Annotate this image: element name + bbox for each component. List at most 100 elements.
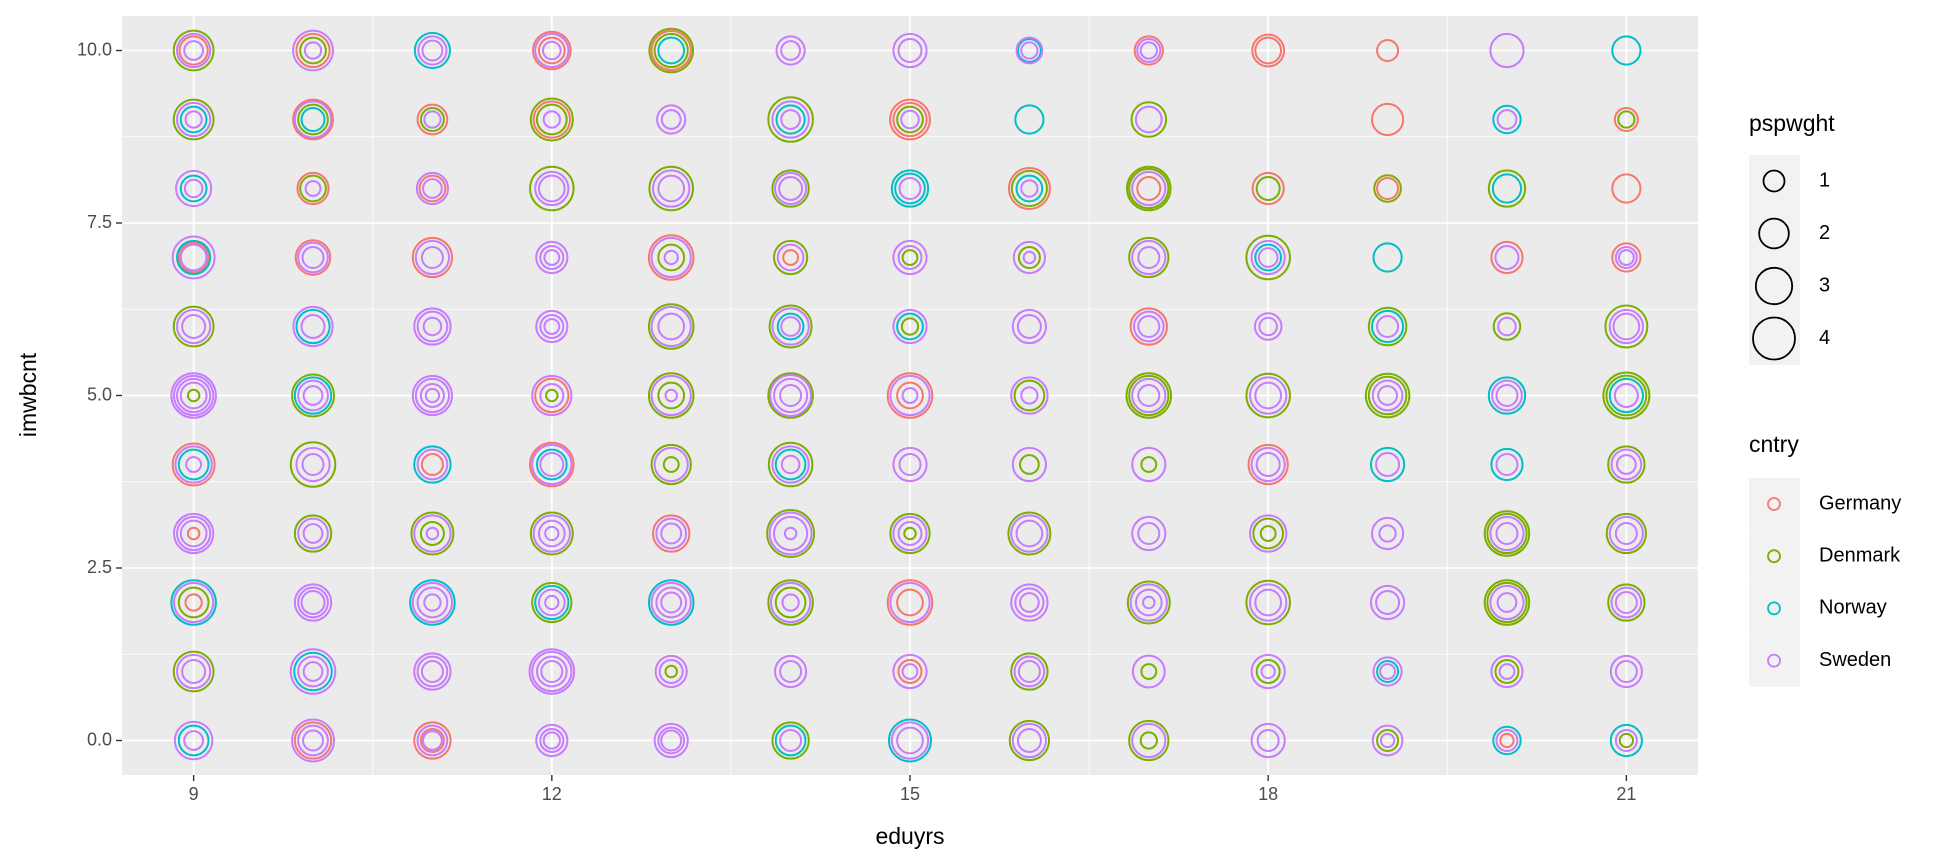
bubble (1245, 579, 1291, 626)
bubble (1483, 510, 1531, 557)
bubble (171, 235, 216, 280)
bubble (886, 372, 934, 419)
bubble (1255, 451, 1281, 478)
bubble (539, 382, 565, 409)
bubble (176, 308, 212, 345)
bubble (1259, 525, 1277, 542)
bubble (890, 169, 930, 208)
bubble (776, 312, 805, 341)
bubble (413, 307, 452, 346)
bubble (1136, 175, 1162, 202)
bubble (1129, 307, 1168, 346)
bubble (1250, 446, 1286, 483)
bubble (896, 105, 924, 134)
bubble (413, 721, 452, 760)
bubble (650, 305, 692, 348)
bubble (1022, 250, 1037, 265)
bubble (1496, 592, 1518, 613)
bubble (783, 526, 798, 541)
bubble (775, 35, 806, 66)
bubble (653, 446, 689, 483)
x-tick-label: 15 (900, 784, 920, 804)
bubble (1609, 723, 1643, 758)
bubble (897, 658, 923, 685)
bubble (660, 729, 683, 752)
bubble (771, 307, 810, 346)
legend-color-key (1767, 601, 1781, 616)
bubble (1007, 167, 1051, 210)
bubble (297, 379, 329, 412)
bubble (1611, 173, 1642, 204)
bubble (419, 382, 445, 409)
bubble (1498, 663, 1516, 680)
bubble (532, 100, 572, 139)
bubble (1126, 580, 1171, 625)
bubble (901, 663, 919, 680)
bubble (774, 654, 808, 689)
bubble (1247, 443, 1289, 486)
bubble (537, 519, 566, 548)
bubble (897, 520, 923, 547)
bubble (535, 240, 569, 275)
bubble (420, 246, 444, 269)
legend-size-key (1752, 316, 1796, 361)
bubble (179, 519, 208, 548)
bubble (1254, 381, 1283, 410)
bubble (296, 171, 330, 206)
bubble (295, 32, 331, 69)
bubble (1614, 246, 1638, 269)
y-tick-label: 7.5 (87, 212, 112, 232)
bubble (1376, 729, 1400, 752)
bubble (771, 100, 810, 139)
bubble (1137, 522, 1161, 545)
bubble (176, 377, 212, 414)
bubble (1129, 583, 1168, 622)
bubble (1376, 660, 1400, 683)
bubble (173, 720, 214, 761)
bubble (300, 106, 326, 133)
bubble (1250, 722, 1286, 759)
bubble (186, 526, 201, 541)
legend-key (1749, 207, 1800, 260)
bubble (779, 384, 803, 407)
bubble (1487, 376, 1527, 415)
bubble (1128, 236, 1170, 279)
bubble (889, 374, 931, 417)
legend-color-key (1767, 549, 1781, 564)
bubble (892, 653, 928, 690)
bubble (1367, 306, 1408, 347)
bubble (1137, 315, 1161, 338)
bubble (1010, 169, 1048, 208)
bubble (778, 175, 804, 202)
bubble (1612, 312, 1641, 341)
bubble (774, 586, 807, 619)
bubble (416, 448, 449, 481)
bubble (1371, 379, 1404, 412)
bubble (1017, 660, 1041, 683)
bubble (1373, 174, 1402, 203)
bubble (892, 515, 928, 552)
bubble (1128, 167, 1170, 210)
bubble (1137, 246, 1161, 269)
bubble (1371, 724, 1404, 757)
bubble (662, 456, 680, 473)
bubble (1125, 372, 1173, 419)
bubble (1489, 584, 1525, 621)
bubble (295, 446, 331, 483)
bubble (297, 517, 329, 550)
bubble (179, 243, 208, 272)
bubble (1608, 377, 1644, 414)
bubble (1489, 32, 1525, 69)
bubble (780, 316, 801, 337)
bubble (1489, 515, 1525, 552)
bubble (1486, 512, 1528, 555)
bubble (774, 448, 807, 481)
bubble (302, 661, 324, 682)
bubble (1139, 731, 1158, 750)
legend-label: Denmark (1819, 544, 1901, 566)
bubble (178, 35, 209, 66)
bubble (1013, 379, 1046, 412)
bubble (416, 586, 449, 619)
bubble (304, 180, 322, 197)
